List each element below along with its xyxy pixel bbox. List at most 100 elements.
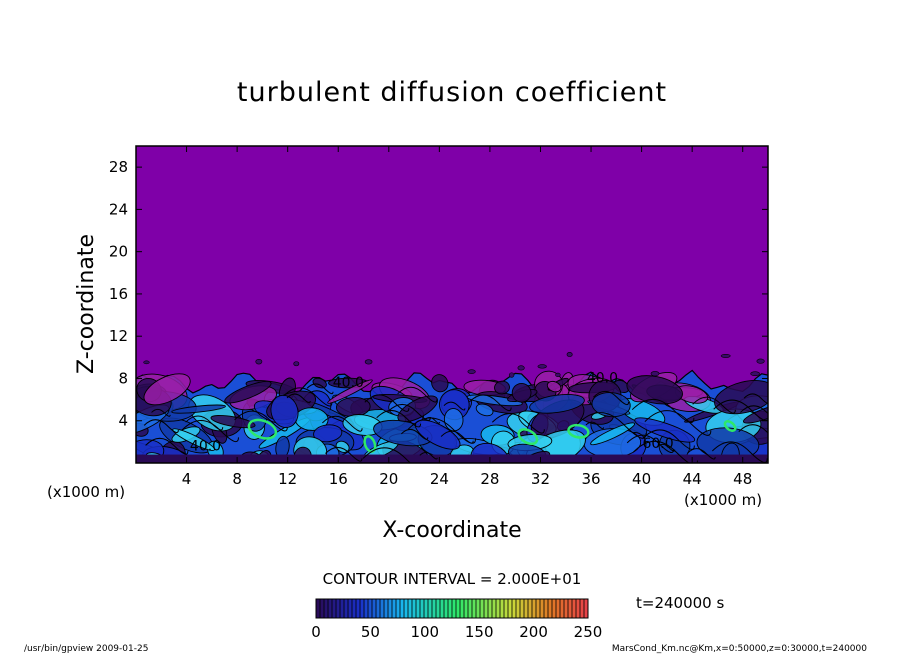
x-tick-label: 40 bbox=[632, 470, 651, 488]
upper-eddy bbox=[756, 358, 765, 364]
upper-eddy bbox=[720, 354, 731, 358]
contour-value-label: 40.0 bbox=[333, 375, 364, 391]
high-value-filament bbox=[247, 418, 278, 440]
contour-line bbox=[185, 415, 224, 431]
contour-line bbox=[397, 386, 438, 403]
colorbar-tick-label: 50 bbox=[361, 623, 380, 641]
y-tick-label: 24 bbox=[109, 200, 128, 218]
x-tick-label: 16 bbox=[329, 470, 348, 488]
colorbar-tick-label: 250 bbox=[574, 623, 603, 641]
y-tick-label: 28 bbox=[109, 158, 128, 176]
high-value-filament bbox=[723, 420, 737, 433]
turbulence-eddy bbox=[224, 380, 272, 404]
contour-line bbox=[143, 419, 179, 433]
x-tick-label: 8 bbox=[232, 470, 242, 488]
contour-interval-text: CONTOUR INTERVAL = 2.000E+01 bbox=[323, 570, 582, 588]
contour-line bbox=[286, 393, 311, 404]
contour-line bbox=[322, 415, 363, 432]
chart-title: turbulent diffusion coefficient bbox=[237, 77, 667, 108]
colorbar-tick-label: 200 bbox=[519, 623, 548, 641]
y-tick-label: 16 bbox=[109, 285, 128, 303]
contour-line bbox=[407, 417, 477, 444]
contour-line bbox=[387, 403, 431, 421]
turbulence-eddy bbox=[210, 415, 256, 429]
turbulence-eddy bbox=[634, 417, 696, 443]
contour-line bbox=[585, 421, 605, 430]
turbulent-layer bbox=[136, 369, 768, 463]
contour-line bbox=[740, 405, 768, 415]
contour-line bbox=[401, 428, 429, 440]
y-tick-label: 4 bbox=[118, 412, 128, 430]
contour-line bbox=[419, 451, 438, 460]
contour-line bbox=[283, 387, 333, 407]
x-tick-label: 44 bbox=[683, 470, 702, 488]
contour-line bbox=[491, 413, 545, 434]
contour-line bbox=[234, 410, 288, 432]
colorbar-contour-stripes bbox=[319, 599, 585, 618]
colorbar-frame bbox=[315, 598, 589, 619]
turbulence-eddy bbox=[143, 373, 191, 406]
x-tick-label: 4 bbox=[182, 470, 192, 488]
contour-value-label: 60.0 bbox=[642, 436, 673, 452]
high-value-filament bbox=[567, 423, 590, 439]
turbulence-eddy bbox=[511, 383, 532, 403]
x-tick-label: 36 bbox=[581, 470, 600, 488]
turbulence-eddy bbox=[171, 404, 226, 414]
high-value-filament bbox=[517, 428, 539, 446]
footer-right: MarsCond_Km.nc@Km,x=0:50000,z=0:30000,t=… bbox=[612, 644, 867, 654]
contour-line bbox=[145, 437, 189, 455]
turbulence-eddy bbox=[431, 374, 449, 393]
colorbar-tick-label: 100 bbox=[410, 623, 439, 641]
contour-line bbox=[738, 424, 768, 434]
contour-value-label: 40.0 bbox=[190, 438, 221, 454]
turbulence-eddy bbox=[742, 403, 768, 424]
plot-frame bbox=[135, 145, 769, 464]
contour-value-label: 40.0 bbox=[587, 371, 618, 387]
y-tick-label: 12 bbox=[109, 327, 128, 345]
contour-labels: 40.0 40.0 40.0 60.0 bbox=[190, 371, 674, 455]
upper-eddy bbox=[555, 372, 561, 378]
colorbar-tick-label: 0 bbox=[311, 623, 321, 641]
turbulence-eddy bbox=[270, 394, 299, 428]
contour-line bbox=[151, 408, 171, 417]
upper-eddy bbox=[255, 359, 263, 365]
x-unit-label-left: (x1000 m) bbox=[47, 483, 125, 501]
turbulence-eddy bbox=[590, 422, 636, 446]
contour-line bbox=[306, 383, 334, 395]
contour-line bbox=[468, 394, 512, 412]
contour-line bbox=[711, 441, 768, 463]
footer-left: /usr/bin/gpview 2009-01-25 bbox=[24, 644, 148, 654]
contour-line bbox=[181, 420, 239, 443]
turbulence-eddy bbox=[475, 403, 494, 417]
contour-line bbox=[364, 394, 410, 412]
upper-eddy bbox=[537, 364, 547, 369]
contour-lines bbox=[143, 352, 768, 463]
upper-eddy bbox=[364, 359, 373, 365]
turbulence-eddy bbox=[546, 380, 562, 393]
turbulence-eddy bbox=[327, 379, 373, 404]
y-axis-label: Z-coordinate bbox=[74, 234, 99, 374]
turbulence-eddy bbox=[312, 377, 327, 389]
turbulence-eddy bbox=[626, 375, 683, 405]
x-tick-label: 32 bbox=[531, 470, 550, 488]
colorbar-tick-label: 150 bbox=[465, 623, 494, 641]
upper-eddy bbox=[517, 365, 525, 371]
contour-line bbox=[443, 401, 466, 411]
x-axis-ticks: 4 8 12 16 20 24 28 32 36 40 44 48 bbox=[182, 146, 752, 488]
y-axis-ticks: 4 8 12 16 20 24 28 bbox=[109, 158, 768, 430]
contour-line bbox=[325, 446, 363, 462]
contour-line bbox=[376, 409, 422, 428]
y-tick-label: 8 bbox=[118, 369, 128, 387]
x-unit-label-right: (x1000 m) bbox=[684, 491, 762, 509]
surface-band bbox=[136, 454, 768, 463]
contour-line bbox=[631, 398, 695, 424]
upper-eddy bbox=[566, 352, 573, 357]
contour-line bbox=[626, 434, 675, 454]
plot-area: 40.0 40.0 40.0 60.0 bbox=[136, 146, 768, 463]
x-tick-label: 20 bbox=[379, 470, 398, 488]
contour-line bbox=[644, 410, 712, 436]
colorbar-tick-labels: 0 50 100 150 200 250 bbox=[311, 623, 602, 641]
x-tick-label: 28 bbox=[480, 470, 499, 488]
upper-eddy bbox=[508, 372, 515, 378]
upper-eddy bbox=[293, 361, 300, 367]
